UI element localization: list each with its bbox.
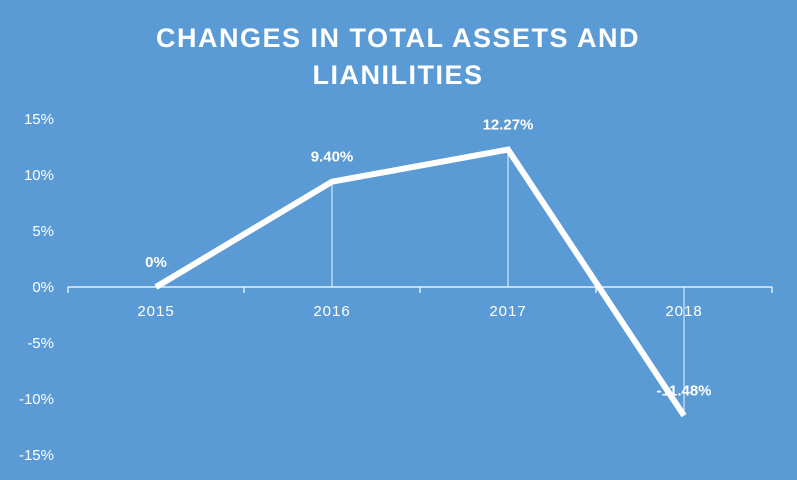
chart-title: CHANGES IN TOTAL ASSETS AND LIANILITIES (156, 23, 640, 90)
y-axis: 15% 10% 5% 0% -5% -10% -15% (19, 111, 54, 464)
y-tick-label: 15% (24, 111, 54, 128)
y-tick-label: 0% (32, 279, 54, 296)
chart-title-line-1: CHANGES IN TOTAL ASSETS AND (156, 23, 640, 53)
x-category-label: 2017 (489, 303, 526, 320)
y-tick-label: -5% (27, 335, 54, 352)
y-tick-label: 5% (32, 223, 54, 240)
data-label: 9.40% (311, 149, 354, 166)
data-label: 0% (145, 254, 167, 271)
y-tick-label: -10% (19, 391, 54, 408)
series (154, 146, 687, 418)
x-category-label: 2015 (137, 303, 174, 320)
series-line (154, 146, 687, 418)
y-tick-label: 10% (24, 167, 54, 184)
data-label: 12.27% (483, 117, 534, 134)
chart-title-line-2: LIANILITIES (313, 60, 484, 90)
drop-lines (331, 149, 685, 416)
x-category-label: 2016 (313, 303, 350, 320)
data-labels: 0% 9.40% 12.27% -11.48% (145, 117, 711, 400)
x-axis: 2015 2016 2017 2018 (67, 286, 773, 320)
y-tick-label: -15% (19, 447, 54, 464)
data-label: -11.48% (656, 383, 711, 400)
